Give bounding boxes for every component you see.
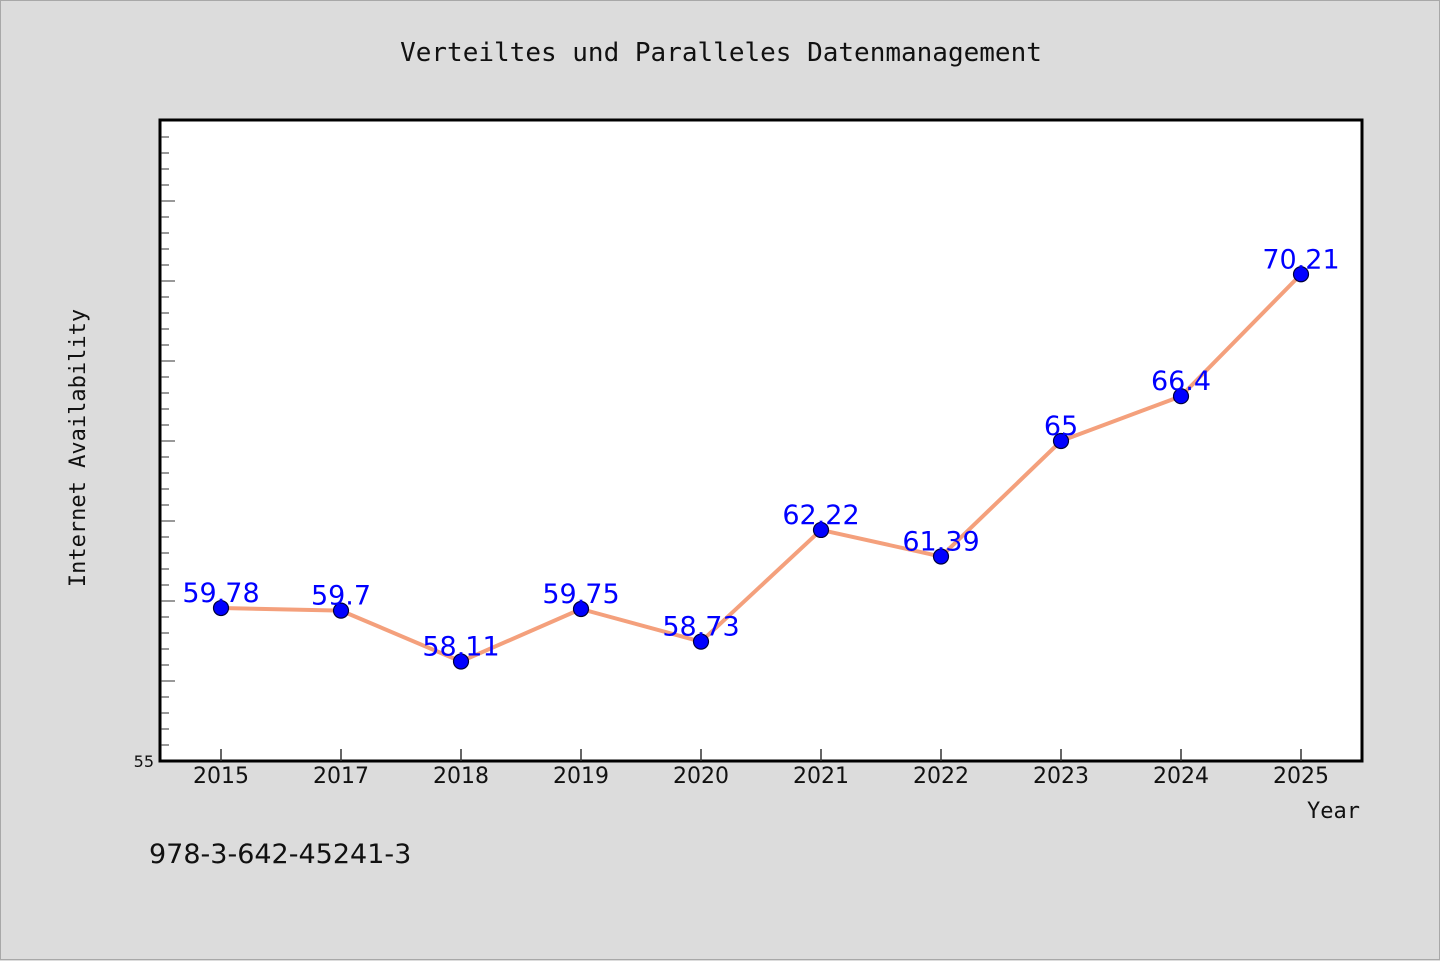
data-label: 59.78 bbox=[182, 578, 259, 609]
chart-title: Verteiltes und Paralleles Datenmanagemen… bbox=[400, 38, 1042, 68]
x-axis-label: Year bbox=[1307, 799, 1360, 824]
data-label: 62.22 bbox=[782, 500, 859, 531]
x-tick-label: 2018 bbox=[433, 764, 489, 789]
series-line bbox=[220, 272, 1303, 664]
x-axis-ticks bbox=[220, 749, 1302, 761]
x-tick-label: 2020 bbox=[673, 764, 729, 789]
x-tick-labels: 2015 2017 2018 2019 2020 2021 2022 2023 2024 2025 bbox=[193, 764, 1329, 789]
x-tick-label: 2019 bbox=[553, 764, 609, 789]
y-axis-ticks bbox=[161, 136, 175, 746]
data-point bbox=[332, 602, 350, 619]
isbn-text: 978-3-642-45241-3 bbox=[149, 839, 411, 870]
x-tick-label: 2015 bbox=[193, 764, 249, 789]
x-tick-label: 2022 bbox=[913, 764, 969, 789]
series-markers bbox=[212, 266, 1310, 670]
x-tick-label: 2023 bbox=[1033, 764, 1089, 789]
data-point bbox=[452, 653, 470, 670]
data-label: 59.75 bbox=[542, 579, 619, 610]
data-point bbox=[572, 600, 590, 618]
plot-area bbox=[158, 118, 1364, 763]
data-label: 65 bbox=[1044, 411, 1078, 442]
data-label: 61.39 bbox=[902, 527, 979, 558]
data-label: 66.4 bbox=[1151, 366, 1211, 397]
x-tick-label: 2021 bbox=[793, 764, 849, 789]
data-point bbox=[1292, 266, 1310, 283]
data-point bbox=[212, 599, 230, 617]
data-point bbox=[812, 521, 830, 539]
data-label: 58.73 bbox=[662, 612, 739, 643]
data-point bbox=[1052, 432, 1070, 450]
data-label: 59.7 bbox=[311, 581, 371, 612]
data-label: 70.21 bbox=[1262, 244, 1339, 275]
data-label: 58.11 bbox=[422, 631, 499, 662]
data-labels: 59.78 59.7 58.11 59.75 58.73 62.22 61.39 65 66.4… bbox=[182, 244, 1339, 662]
x-tick-label: 2025 bbox=[1273, 764, 1329, 789]
x-tick-label: 2024 bbox=[1153, 764, 1209, 789]
data-point bbox=[1172, 388, 1190, 405]
data-point bbox=[692, 633, 710, 650]
y-tick-label: 55 bbox=[134, 752, 154, 771]
data-point bbox=[932, 548, 950, 565]
x-tick-label: 2017 bbox=[313, 764, 369, 789]
y-axis-label: Internet Availability bbox=[66, 309, 91, 587]
